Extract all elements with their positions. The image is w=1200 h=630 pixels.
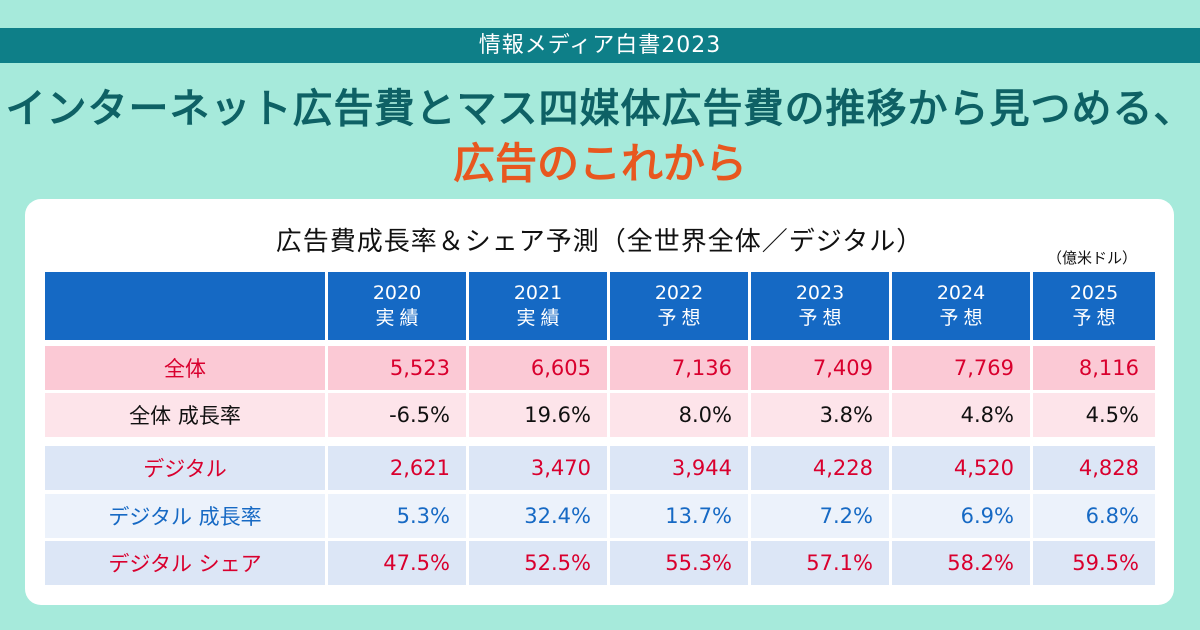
row-label: 全体 [45,346,325,390]
value-cell: 6,605 [469,346,607,390]
header-year: 2021 [513,282,563,304]
header-year: 2022 [654,282,704,304]
value-cell: 6.8% [1033,494,1155,538]
value-cell: 55.3% [610,541,748,585]
headline-line1: インターネット広告費とマス四媒体広告費の推移から見つめる、 [5,85,1195,132]
header-year: 2025 [1069,282,1119,304]
header-year: 2020 [372,282,422,304]
value-cell: 32.4% [469,494,607,538]
value-cell: 4,520 [892,446,1030,490]
value-cell: 4.5% [1033,393,1155,437]
value-cell: 8.0% [610,393,748,437]
value-cell: 7,409 [751,346,889,390]
value-cell: 7.2% [751,494,889,538]
table-row-digital-share: デジタル シェア 47.5% 52.5% 55.3% 57.1% 58.2% 5… [45,541,1155,585]
header-year: 2023 [795,282,845,304]
row-label: デジタル 成長率 [45,494,325,538]
value-cell: 7,769 [892,346,1030,390]
header-kind: 実績 [375,307,424,329]
header-corner-cell [45,272,325,340]
value-cell: 13.7% [610,494,748,538]
value-cell: 3,470 [469,446,607,490]
table-row-digital: デジタル 2,621 3,470 3,944 4,228 4,520 4,828 [45,446,1155,490]
value-cell: 2,621 [328,446,466,490]
value-cell: 7,136 [610,346,748,390]
report-banner: 情報メディア白書2023 [0,28,1200,63]
table-header-row: 2020 実績 2021 実績 2022 予想 2023 予想 2024 予想 … [45,272,1155,340]
value-cell: 4,828 [1033,446,1155,490]
value-cell: 58.2% [892,541,1030,585]
table-row-total: 全体 5,523 6,605 7,136 7,409 7,769 8,116 [45,346,1155,390]
value-cell: 5,523 [328,346,466,390]
value-cell: 3.8% [751,393,889,437]
value-cell: 6.9% [892,494,1030,538]
header-cell-2024: 2024 予想 [892,272,1030,340]
unit-label: （億米ドル） [1047,249,1138,267]
header-kind: 予想 [798,307,847,329]
value-cell: 8,116 [1033,346,1155,390]
value-cell: 47.5% [328,541,466,585]
row-label: デジタル シェア [45,541,325,585]
value-cell: 57.1% [751,541,889,585]
header-cell-2021: 2021 実績 [469,272,607,340]
value-cell: 52.5% [469,541,607,585]
row-label: 全体 成長率 [45,393,325,437]
value-cell: 19.6% [469,393,607,437]
header-kind: 予想 [939,307,988,329]
header-kind: 実績 [516,307,565,329]
value-cell: 4.8% [892,393,1030,437]
header-cell-2022: 2022 予想 [610,272,748,340]
value-cell: 59.5% [1033,541,1155,585]
value-cell: 4,228 [751,446,889,490]
table-title: 広告費成長率＆シェア予測（全世界全体／デジタル） [275,227,924,257]
header-cell-2023: 2023 予想 [751,272,889,340]
value-cell: 3,944 [610,446,748,490]
header-kind: 予想 [1072,307,1121,329]
headline-line2: 広告のこれから [452,139,747,188]
header-year: 2024 [936,282,986,304]
header-cell-2020: 2020 実績 [328,272,466,340]
header-cell-2025: 2025 予想 [1033,272,1155,340]
table-row-digital-growth: デジタル 成長率 5.3% 32.4% 13.7% 7.2% 6.9% 6.8% [45,494,1155,538]
table-card: 広告費成長率＆シェア予測（全世界全体／デジタル） （億米ドル） 2020 実績 … [25,199,1174,605]
table-row-total-growth: 全体 成長率 -6.5% 19.6% 8.0% 3.8% 4.8% 4.5% [45,393,1155,437]
row-label: デジタル [45,446,325,490]
value-cell: -6.5% [328,393,466,437]
header-kind: 予想 [657,307,706,329]
value-cell: 5.3% [328,494,466,538]
